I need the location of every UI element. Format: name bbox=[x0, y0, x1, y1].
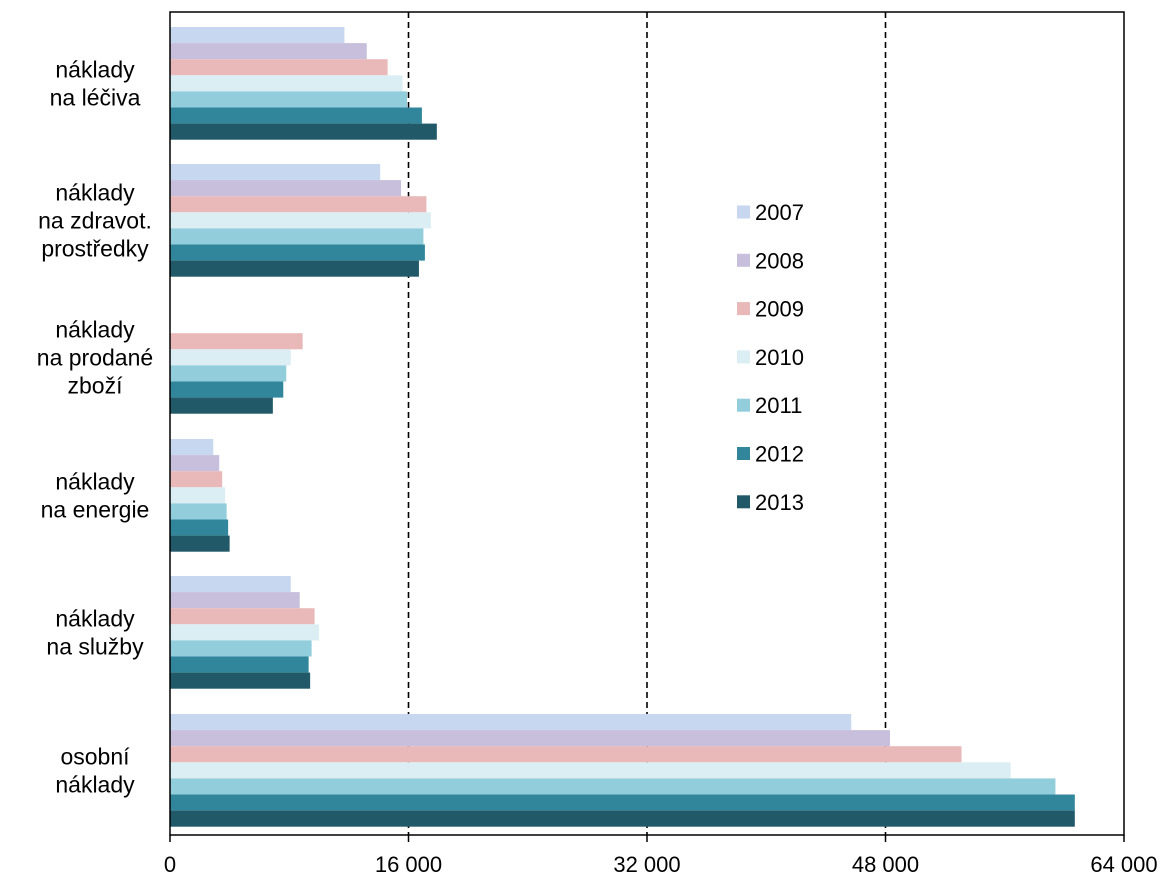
bar bbox=[170, 672, 311, 689]
legend-label: 2012 bbox=[755, 442, 804, 467]
legend-swatch bbox=[737, 253, 750, 267]
bar bbox=[170, 365, 287, 382]
legend-label: 2009 bbox=[755, 297, 804, 322]
bar bbox=[170, 503, 227, 520]
gridlines bbox=[407, 12, 887, 835]
bar bbox=[170, 212, 431, 229]
bar bbox=[170, 91, 408, 108]
category-label: osobní bbox=[60, 743, 130, 769]
category-label: na zdravot. bbox=[38, 207, 152, 233]
legend-swatch bbox=[737, 398, 750, 412]
bar bbox=[170, 260, 419, 277]
bar bbox=[170, 333, 303, 350]
bar bbox=[170, 439, 214, 456]
category-label: náklady bbox=[55, 468, 135, 494]
category-label: na léčiva bbox=[50, 84, 141, 110]
category-label: náklady bbox=[55, 605, 135, 631]
legend-swatch bbox=[737, 447, 750, 460]
bar bbox=[170, 746, 962, 763]
bar bbox=[170, 244, 425, 261]
legend-swatch bbox=[737, 302, 750, 316]
category-label: na energie bbox=[41, 496, 150, 522]
bar bbox=[170, 730, 890, 747]
bar bbox=[170, 397, 273, 414]
x-tick-label: 16 000 bbox=[375, 852, 442, 877]
bar bbox=[170, 535, 230, 552]
category-label: prostředky bbox=[41, 235, 149, 261]
bar bbox=[170, 228, 424, 245]
x-tick-label: 48 000 bbox=[852, 852, 919, 877]
legend-item: 2007 bbox=[737, 200, 804, 225]
bar bbox=[170, 27, 345, 44]
bar bbox=[170, 455, 220, 472]
legend-item: 2011 bbox=[737, 393, 802, 418]
x-tick-label: 32 000 bbox=[613, 852, 680, 877]
legend-label: 2013 bbox=[755, 490, 804, 515]
bar bbox=[170, 381, 284, 398]
bar bbox=[170, 519, 229, 536]
x-tick-label: 64 000 bbox=[1090, 852, 1157, 877]
tick-labels: 0 16 000 32 000 48 000 64 000 bbox=[164, 852, 1158, 877]
bar bbox=[170, 714, 852, 731]
bar bbox=[170, 778, 1056, 795]
legend-item: 2008 bbox=[737, 248, 804, 273]
legend-label: 2007 bbox=[755, 200, 804, 225]
category-label: zboží bbox=[68, 372, 124, 398]
bar bbox=[170, 75, 403, 92]
bar bbox=[170, 810, 1075, 827]
category-label: na prodané bbox=[37, 344, 153, 370]
bar bbox=[170, 196, 427, 213]
legend-label: 2010 bbox=[755, 345, 804, 370]
bar bbox=[170, 794, 1075, 811]
bar bbox=[170, 487, 226, 504]
legend-item: 2009 bbox=[737, 297, 804, 322]
bar bbox=[170, 43, 367, 60]
bar bbox=[170, 576, 291, 593]
legend-item: 2012 bbox=[737, 442, 804, 467]
axes bbox=[169, 11, 1125, 842]
bars bbox=[170, 27, 1075, 827]
bar bbox=[170, 608, 315, 625]
bar bbox=[170, 107, 422, 124]
legend-swatch bbox=[737, 495, 750, 509]
bar bbox=[170, 592, 300, 609]
category-label: na služby bbox=[46, 633, 144, 659]
bar bbox=[170, 180, 402, 197]
bar bbox=[170, 164, 381, 181]
bar bbox=[170, 471, 223, 488]
legend-item: 2013 bbox=[737, 490, 804, 515]
legend-label: 2011 bbox=[755, 393, 802, 418]
bar bbox=[170, 59, 388, 76]
category-label: náklady bbox=[55, 179, 135, 205]
legend-label: 2008 bbox=[755, 248, 804, 273]
bar bbox=[170, 762, 1011, 779]
legend-item: 2010 bbox=[737, 345, 804, 370]
legend-swatch bbox=[737, 205, 750, 219]
bar bbox=[170, 349, 291, 366]
category-label: náklady bbox=[55, 56, 135, 82]
bar bbox=[170, 624, 320, 641]
category-label: náklady bbox=[55, 771, 135, 797]
legend-swatch bbox=[737, 350, 750, 364]
bar bbox=[170, 123, 437, 140]
category-label: náklady bbox=[55, 316, 135, 342]
x-tick-label: 0 bbox=[164, 852, 176, 877]
bar bbox=[170, 656, 309, 673]
bar bbox=[170, 640, 312, 657]
legend: 2007 2008 2009 2010 2011 2012 2013 bbox=[737, 200, 804, 515]
